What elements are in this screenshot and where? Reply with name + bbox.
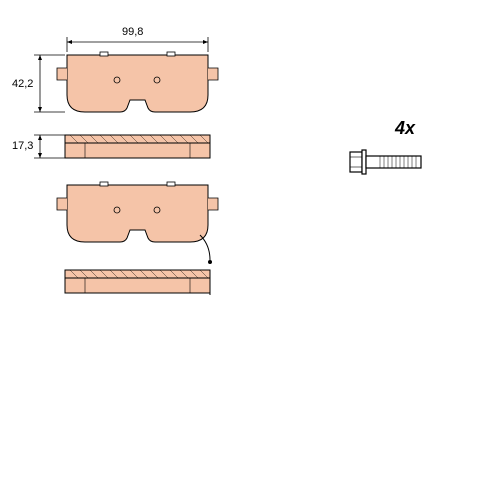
quantity-label: 4x (395, 118, 415, 139)
height-dimension-label: 42,2 (12, 78, 33, 90)
brake-pad-view-3 (57, 182, 218, 264)
thickness-dimension-label: 17,3 (12, 140, 33, 152)
bolt-drawing (350, 150, 421, 174)
brake-pad-view-1 (57, 52, 218, 112)
width-dimension-label: 99,8 (122, 26, 143, 38)
brake-pad-view-4-side (65, 270, 210, 295)
technical-drawing (0, 0, 500, 500)
brake-pad-view-2-side (65, 135, 210, 158)
